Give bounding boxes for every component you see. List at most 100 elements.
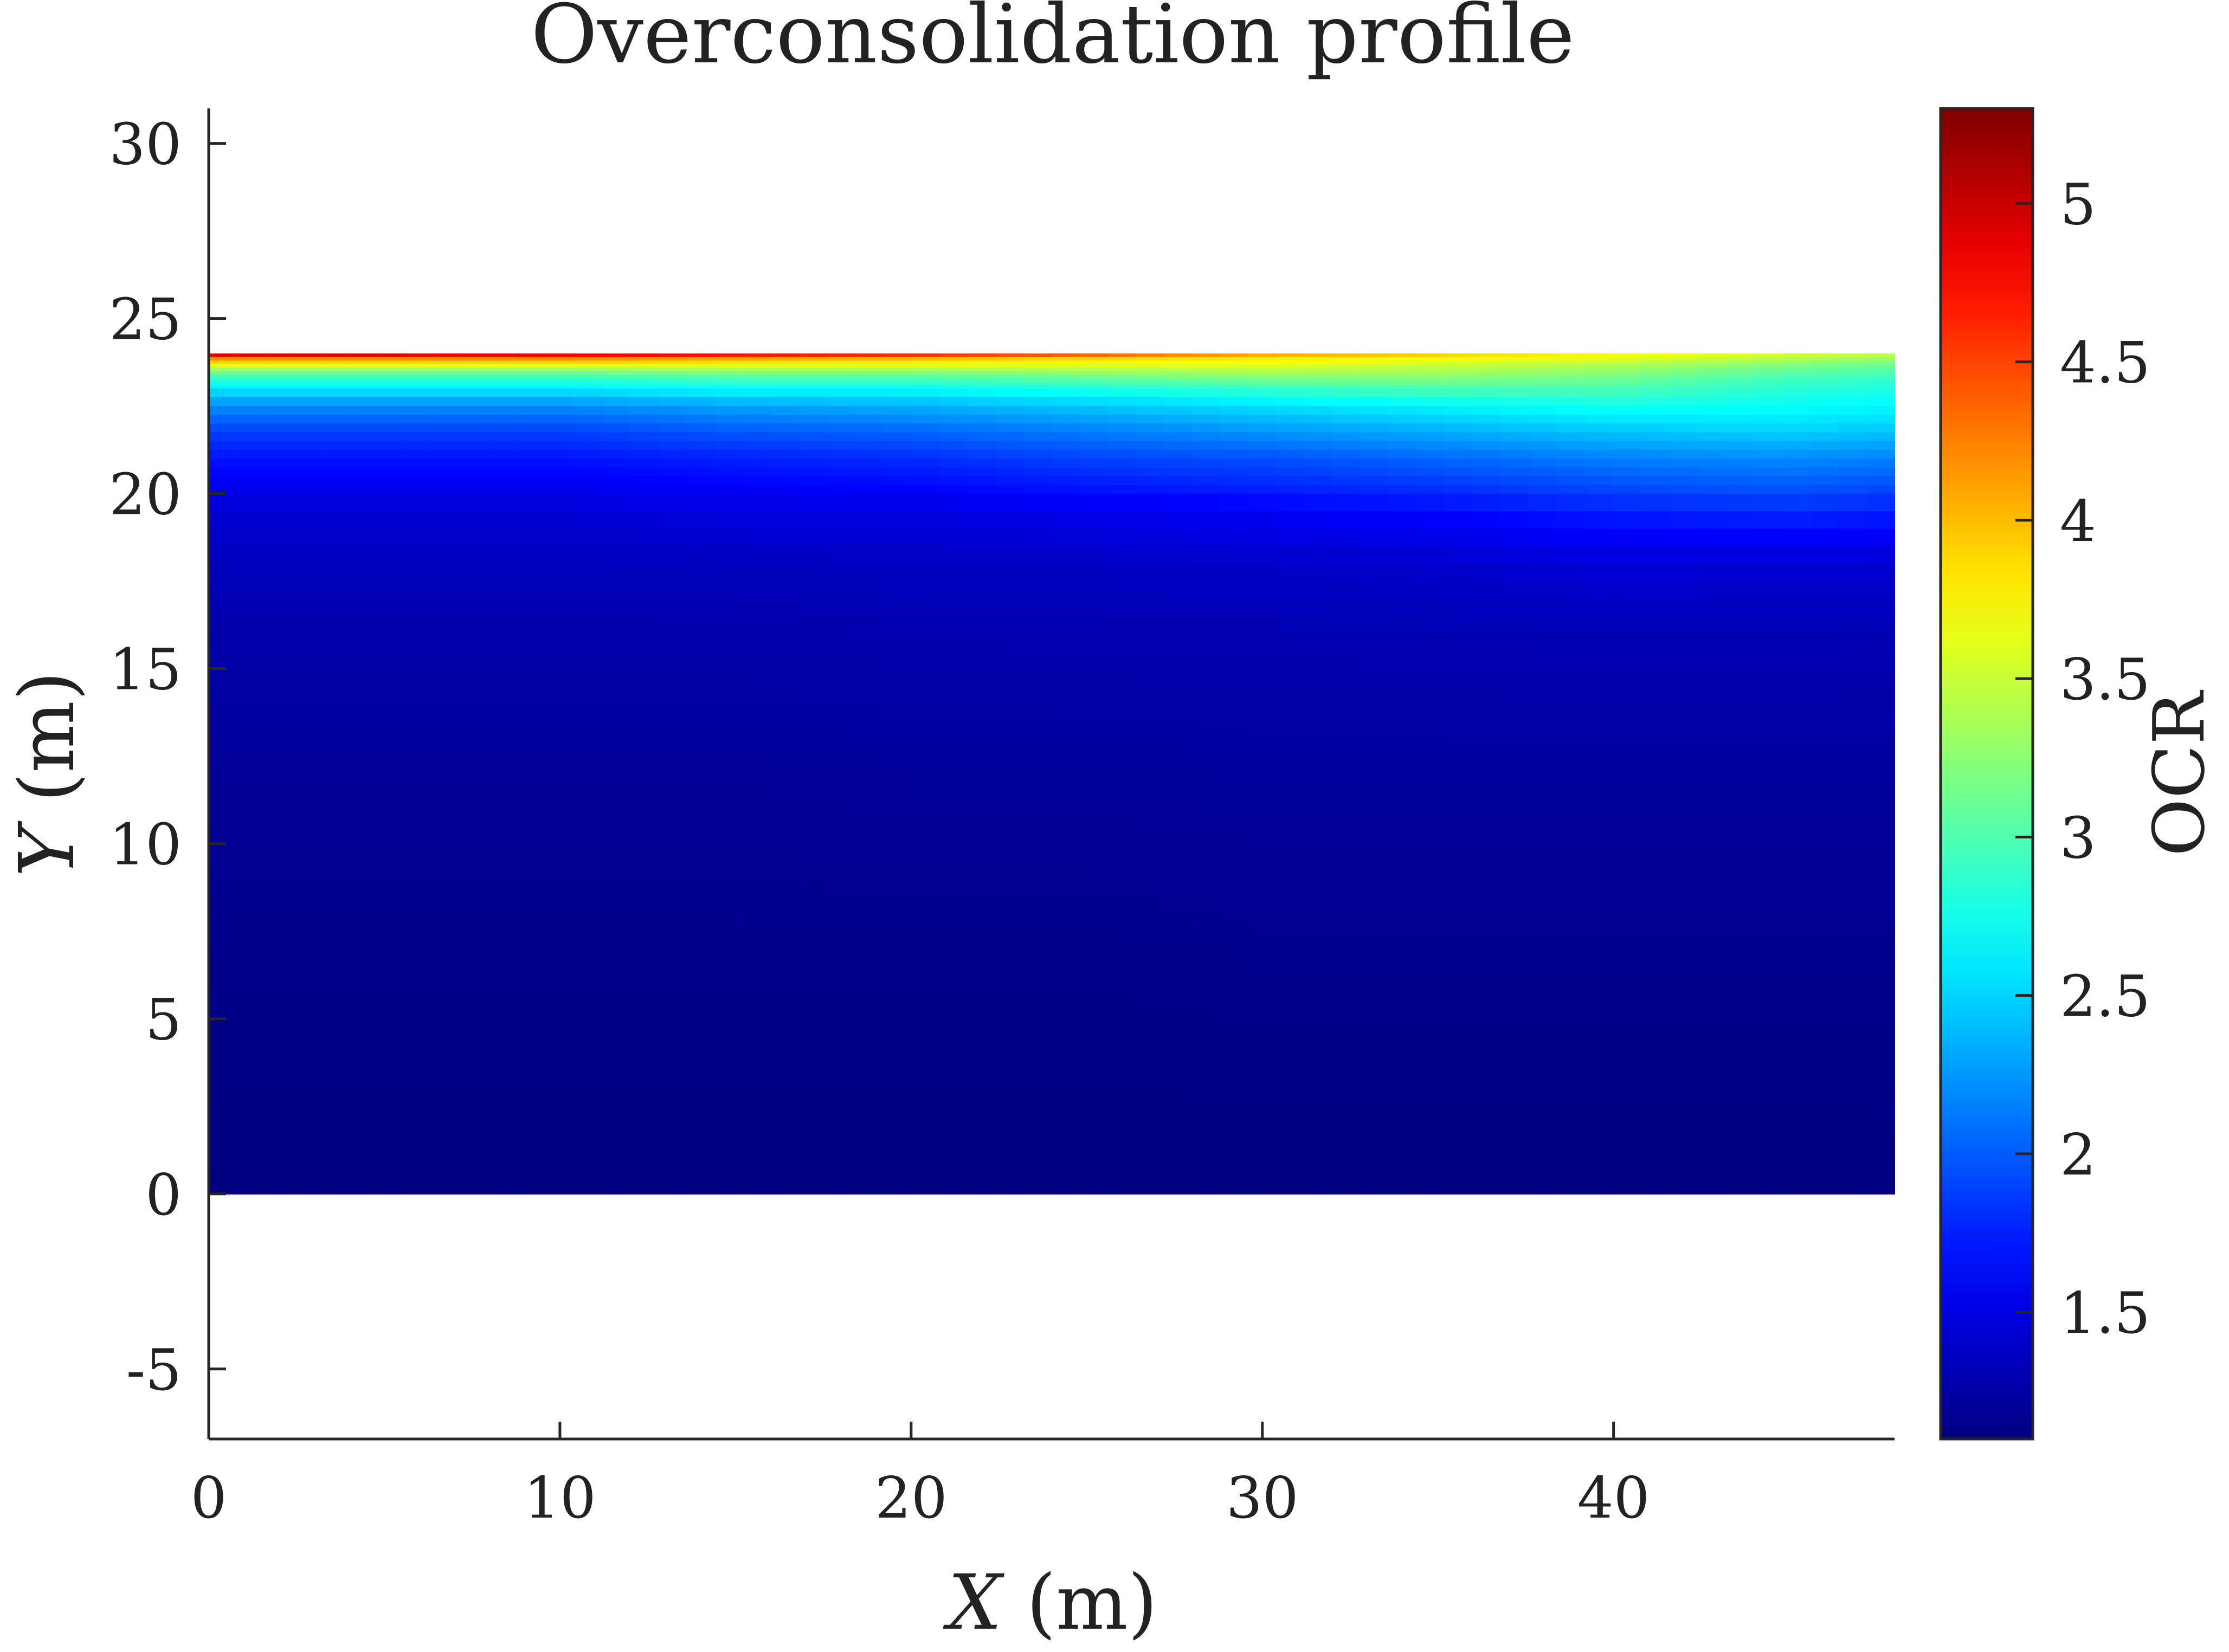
heatmap-cell [433,634,462,652]
heatmap-cell [1585,1018,1614,1037]
heatmap-cell [1726,441,1755,450]
heatmap-cell [967,371,996,375]
heatmap-cell [1248,1001,1277,1019]
heatmap-cell [209,1106,237,1125]
heatmap-cell [1529,353,1558,358]
heatmap-cell [518,861,546,880]
heatmap-cell [461,367,491,372]
heatmap-cell [1754,364,1783,369]
heatmap-cell [827,1124,856,1142]
heatmap-cell [1136,367,1165,372]
heatmap-cell [714,432,743,442]
heatmap-cell [827,441,856,450]
heatmap-cell [742,1088,771,1107]
heatmap-cell [1810,721,1839,739]
heatmap-cell [1838,511,1867,530]
heatmap-cell [546,415,575,424]
heatmap-cell [1220,459,1249,468]
heatmap-cell [1276,546,1305,564]
heatmap-cell [1726,1018,1755,1037]
heatmap-cell [1866,756,1895,775]
heatmap-cell [518,406,546,416]
heatmap-cell [1107,1106,1137,1125]
heatmap-cell [574,861,603,880]
heatmap-cell [489,406,519,416]
heatmap-cell [265,357,294,362]
heatmap-cell [1389,476,1418,486]
heatmap-cell [602,432,631,442]
heatmap-cell [658,1124,687,1142]
heatmap-cell [1501,406,1530,416]
heatmap-cell [1079,1036,1109,1055]
heatmap-cell [827,367,856,372]
heatmap-cell [770,721,800,739]
heatmap-cell [1698,467,1726,477]
heatmap-cell [1248,966,1277,985]
heatmap-cell [1810,634,1839,652]
heatmap-cell [967,364,996,369]
heatmap-cell [236,1036,266,1055]
heatmap-cell [518,546,546,564]
heatmap-cell [1304,879,1333,897]
heatmap-cell [686,826,715,844]
heatmap-cell [827,1054,856,1072]
heatmap-cell [546,686,575,705]
heatmap-cell [265,528,294,547]
heatmap-cell [742,581,771,599]
heatmap-cell [1361,879,1389,897]
heatmap-cell [405,598,434,617]
heatmap-cell [1641,406,1671,416]
heatmap-cell [1613,809,1642,827]
heatmap-cell [405,397,434,407]
y-tick-label: 15 [109,637,182,703]
heatmap-cell [433,1106,462,1125]
heatmap-cell [546,563,575,582]
heatmap-cell [883,449,912,460]
heatmap-cell [1866,397,1895,407]
heatmap-cell [546,738,575,757]
heatmap-cell [1192,686,1221,705]
heatmap-cell [1754,378,1783,382]
heatmap-cell [1079,371,1109,375]
heatmap-cell [209,948,237,967]
heatmap-cell [939,1001,968,1019]
heatmap-cell [714,966,743,985]
heatmap-cell [236,1106,266,1125]
heatmap-cell [1052,388,1080,398]
heatmap-cell [1445,459,1474,468]
heatmap-cell [461,721,491,739]
heatmap-cell [265,1176,294,1195]
heatmap-cell [574,415,603,424]
heatmap-cell [911,353,940,358]
heatmap-cell [911,1088,940,1107]
heatmap-cell [1557,598,1586,617]
heatmap-cell [883,879,912,897]
heatmap-cell [321,1018,350,1037]
heatmap-cell [1276,1159,1305,1177]
heatmap-cell [1192,1124,1221,1142]
heatmap-cell [686,861,715,880]
heatmap-cell [377,686,406,705]
heatmap-cell [939,476,968,486]
heatmap-cell [1782,563,1811,582]
heatmap-cell [1782,449,1811,460]
heatmap-cell [1641,415,1671,424]
heatmap-cell [405,459,434,468]
heatmap-cell [293,721,322,739]
heatmap-cell [1529,432,1558,442]
heatmap-cell [1107,1176,1137,1195]
heatmap-cell [518,493,546,512]
heatmap-cell [209,1141,237,1160]
heatmap-cell [377,441,406,450]
heatmap-cell [1136,1018,1165,1037]
heatmap-cell [855,948,884,967]
heatmap-cell [1501,1141,1530,1160]
heatmap-cell [827,1159,856,1177]
heatmap-cell [770,493,800,512]
heatmap-cell [1304,1001,1333,1019]
heatmap-cell [209,459,237,468]
heatmap-cell [1304,360,1333,365]
heatmap-cell [798,563,828,582]
heatmap-cell [489,385,519,389]
heatmap-cell [883,432,912,442]
